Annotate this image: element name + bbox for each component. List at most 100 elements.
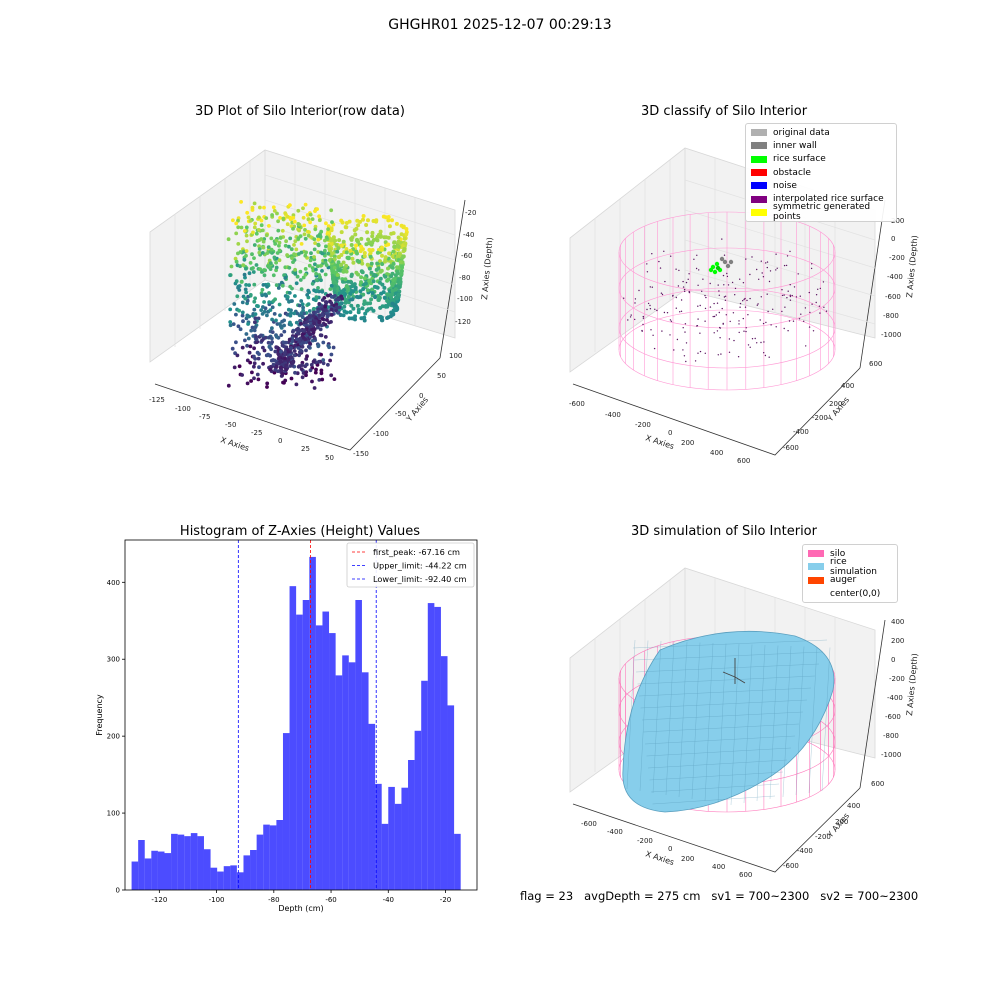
scatter-point [297, 339, 302, 344]
scatter-point [343, 300, 348, 305]
histogram-bar [177, 834, 185, 890]
interpolated-point [685, 360, 687, 363]
scatter-point [389, 231, 394, 236]
scatter-point [239, 225, 244, 230]
scatter-point [252, 376, 256, 381]
scatter-point [349, 297, 354, 302]
scatter-point [246, 322, 250, 326]
interpolated-point [663, 250, 665, 252]
simulation-z-ticks: 400 200 0 -200 -400 -600 -800 -1000 [881, 618, 905, 759]
scatter-point [298, 348, 303, 353]
scatter-point [351, 260, 356, 265]
scatter-point [368, 254, 373, 259]
scatter-point [257, 244, 261, 248]
scatter-point [277, 248, 282, 253]
interpolated-point [697, 352, 699, 354]
raw-xtick-5: 0 [278, 437, 282, 445]
scatter-point [287, 337, 292, 342]
scatter-point [270, 317, 274, 322]
histogram-bar [342, 655, 349, 890]
interpolated-point [738, 331, 740, 334]
histogram-bar [302, 600, 310, 890]
histogram-bar [197, 836, 204, 890]
scatter-point [353, 314, 358, 319]
scatter-point [283, 356, 287, 361]
scatter-point [280, 371, 285, 376]
legend-swatch [751, 195, 767, 203]
raw-xtick-2: -75 [199, 413, 210, 421]
scatter-point [239, 280, 244, 284]
histogram-xlabel: Depth (cm) [278, 904, 323, 913]
interpolated-point [712, 315, 714, 318]
histogram-bar [368, 723, 376, 890]
scatter-point [303, 272, 308, 277]
interpolated-point [699, 304, 701, 307]
scatter-point [295, 311, 300, 316]
x-tick-label: -120 [151, 896, 167, 904]
interpolated-point [720, 353, 722, 355]
scatter-point [341, 279, 345, 284]
scatter-point [251, 270, 256, 274]
scatter-point [306, 344, 311, 349]
scatter-point [244, 225, 249, 230]
interpolated-point [699, 332, 701, 334]
scatter-point [233, 256, 238, 261]
interpolated-point [709, 306, 712, 308]
scatter-point [274, 265, 279, 270]
classify-plot-title: 3D classify of Silo Interior [640, 104, 808, 119]
scatter-point [294, 337, 299, 342]
scatter-point [287, 265, 292, 270]
interpolated-point [698, 269, 700, 271]
interpolated-point [696, 325, 699, 327]
scatter-point [301, 215, 306, 220]
histogram-bar [375, 783, 382, 890]
interpolated-point [789, 284, 791, 286]
scatter-point [257, 247, 262, 251]
scatter-point [293, 294, 297, 298]
interpolated-point [697, 284, 699, 286]
scatter-point [277, 322, 282, 326]
scatter-point [305, 293, 310, 297]
scatter-point [307, 230, 311, 234]
raw-xtick-1: -100 [175, 405, 191, 413]
scatter-point [253, 221, 258, 226]
scatter-point [314, 295, 319, 300]
interpolated-point [812, 330, 815, 332]
scatter-point [386, 256, 391, 261]
scatter-point [402, 236, 407, 241]
interpolated-point [811, 303, 813, 305]
scatter-point [328, 358, 332, 363]
interpolated-point [746, 299, 748, 302]
interpolated-point [751, 256, 753, 258]
simulation-xtick-3: 0 [668, 845, 672, 853]
interpolated-point [787, 330, 789, 332]
simulation-plot-title: 3D simulation of Silo Interior [631, 524, 817, 539]
scatter-point [350, 256, 355, 261]
scatter-point [245, 381, 250, 386]
scatter-point [352, 228, 357, 233]
scatter-point [334, 302, 339, 307]
scatter-point [267, 300, 272, 305]
scatter-point [304, 348, 308, 353]
scatter-point [290, 339, 295, 344]
scatter-point [262, 309, 267, 314]
scatter-point [332, 286, 337, 291]
scatter-point [401, 225, 406, 230]
scatter-point [329, 283, 334, 288]
scatter-point [304, 370, 309, 374]
scatter-point [312, 247, 317, 252]
histogram-bar [269, 825, 277, 890]
histogram-chart: -120 -100 -80 -60 -40 -20 0 100 200 300 400 Depth (… [95, 539, 478, 913]
histogram-bar [414, 730, 422, 890]
scatter-point [252, 201, 257, 206]
histogram-bar [394, 803, 402, 890]
interpolated-point [734, 294, 736, 296]
scatter-point [253, 296, 257, 301]
scatter-point [394, 221, 399, 226]
interpolated-point [804, 307, 807, 309]
scatter-point [293, 343, 297, 348]
classify-legend: original data inner wall rice surface ob… [745, 123, 897, 222]
interpolated-point [654, 308, 656, 310]
interpolated-point [742, 282, 745, 284]
scatter-point [395, 271, 400, 276]
